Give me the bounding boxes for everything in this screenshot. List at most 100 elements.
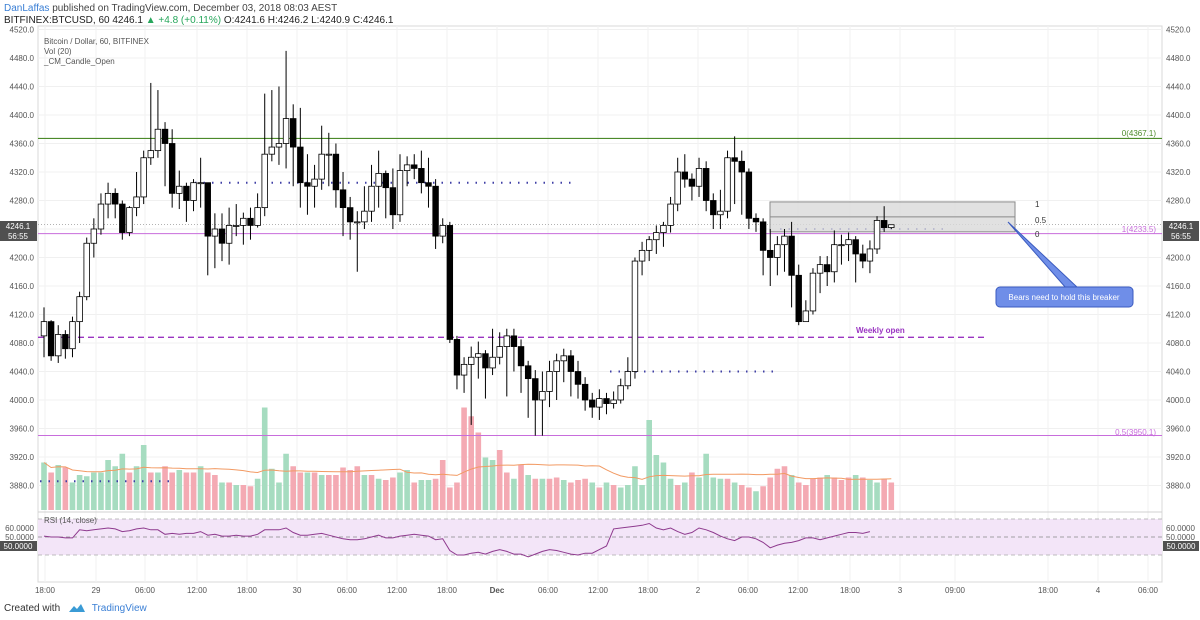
candle-body (596, 398, 603, 408)
weekly-open-label: Weekly open (856, 326, 905, 335)
candle-body (838, 244, 845, 247)
candle-body (240, 217, 247, 226)
y-tick-left: 4040.0 (10, 368, 35, 377)
volume-bar (682, 482, 688, 510)
volume-bar (112, 466, 118, 510)
annotation-callout[interactable]: Bears need to hold this breaker (995, 221, 1134, 308)
volume-bar (304, 472, 311, 510)
candle-body (759, 221, 767, 251)
candle-body (183, 185, 190, 201)
current-price-right: 4246.1 (1169, 222, 1194, 231)
y-tick-right: 4360.0 (1166, 140, 1191, 149)
y-tick-right: 3920.0 (1166, 453, 1191, 462)
y-tick-right: 4320.0 (1166, 168, 1191, 177)
volume-bar (496, 450, 503, 510)
candle-body (781, 235, 788, 246)
volume-bar (48, 472, 54, 510)
volume-bar (646, 420, 652, 510)
x-tick-label: 06:00 (738, 586, 759, 595)
volume-bar (361, 475, 368, 510)
candle-body (631, 260, 639, 372)
x-tick-label: 12:00 (387, 586, 408, 595)
rsi-tick-right: 50.0000 (1166, 533, 1195, 542)
volume-bar (283, 453, 289, 510)
chart-title: Bitcoin / Dollar, 60, BITFINEX (44, 37, 150, 46)
volume-bar (575, 480, 581, 510)
x-tick-label: 06:00 (1138, 586, 1159, 595)
candle-body (581, 383, 589, 401)
candle-body (69, 321, 76, 350)
volume-bar (91, 472, 97, 510)
volume-bar (831, 477, 838, 510)
candle-body (688, 178, 696, 187)
x-tick-label: 06:00 (538, 586, 559, 595)
volume-bar (126, 472, 133, 510)
candle-body (767, 249, 774, 258)
volume-bar (803, 485, 809, 510)
candle-body (133, 196, 140, 209)
y-tick-left: 4400.0 (10, 111, 35, 120)
candle-body (354, 221, 361, 224)
candle-body (475, 353, 482, 358)
volume-bar (148, 472, 154, 510)
volume-bar (653, 455, 660, 510)
volume-bar (162, 466, 168, 510)
candle-body (197, 182, 204, 185)
volume-bar (69, 482, 76, 510)
volume-bar (133, 466, 140, 510)
volume-bar (660, 462, 667, 510)
candle-body (233, 225, 240, 227)
indicator-vol: Vol (20) (44, 47, 72, 56)
volume-bar (219, 482, 225, 510)
volume-bar (810, 478, 816, 510)
volume-bar (774, 468, 781, 510)
volume-bar (817, 477, 823, 510)
volume-bar (76, 475, 83, 510)
candle-body (119, 203, 126, 233)
volume-bar (710, 477, 717, 510)
y-tick-right: 4160.0 (1166, 282, 1191, 291)
author-link[interactable]: DanLaffas (4, 3, 50, 14)
y-tick-right: 4080.0 (1166, 339, 1191, 348)
volume-bar (447, 487, 453, 510)
publish-line: DanLaffas published on TradingView.com, … (4, 3, 337, 14)
volume-bar (290, 466, 296, 510)
volume-bar (311, 472, 318, 510)
tradingview-brand-link[interactable]: TradingView (91, 603, 147, 614)
indicator-candle-open: _CM_Candle_Open (43, 57, 115, 66)
volume-bar (418, 480, 425, 510)
candle-body (774, 244, 781, 258)
volume-bar (368, 475, 375, 510)
candle-body (254, 207, 261, 226)
volume-bar (511, 478, 517, 510)
candle-body (261, 153, 268, 209)
y-tick-left: 4520.0 (10, 26, 35, 35)
x-tick-label: 06:00 (135, 586, 156, 595)
volume-bar (753, 491, 759, 510)
y-tick-right: 4280.0 (1166, 197, 1191, 206)
candle-body (866, 248, 874, 262)
candle-body (218, 228, 226, 244)
volume-bar (746, 487, 752, 510)
candle-body (638, 249, 646, 262)
y-tick-right: 4440.0 (1166, 83, 1191, 92)
volume-bar (382, 480, 389, 510)
volume-bar (375, 478, 382, 510)
callout-box (995, 286, 1134, 308)
candle-body (332, 153, 340, 191)
volume-bar (546, 478, 553, 510)
volume-bar (603, 482, 610, 510)
volume-bar (397, 472, 403, 510)
candle-body (62, 334, 69, 350)
candle-body (731, 157, 738, 162)
candle-body (83, 242, 90, 298)
countdown-right: 56:55 (1171, 232, 1192, 241)
candle-body (831, 244, 838, 273)
candle-body (368, 185, 375, 212)
candle-body (439, 225, 446, 237)
candle-body (510, 335, 518, 347)
y-tick-right: 3960.0 (1166, 425, 1191, 434)
current-price-tag (1163, 221, 1199, 231)
